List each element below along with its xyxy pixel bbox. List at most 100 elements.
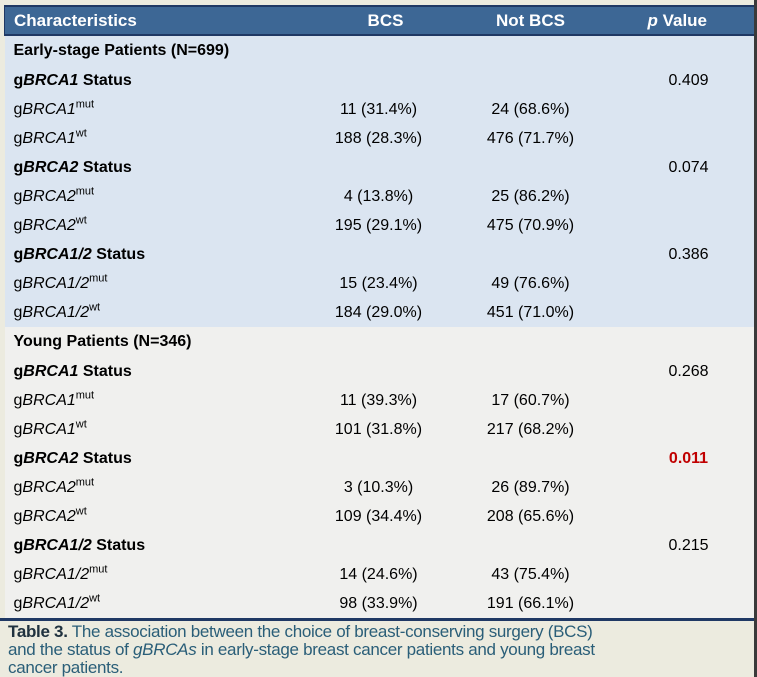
text-segment: Status — [91, 245, 146, 263]
text-segment: p — [647, 10, 658, 30]
not-bcs-cell: 43 (75.4%) — [460, 560, 601, 589]
text-segment: wt — [75, 505, 87, 518]
bcs-cell: 109 (34.4%) — [310, 502, 461, 531]
characteristic-cell: gBRCA2wt — [4, 502, 311, 531]
text-segment: cancer patients. — [8, 658, 124, 677]
text-segment: gBRCAs — [133, 640, 197, 659]
bcs-cell: 11 (31.4%) — [310, 95, 461, 124]
not-bcs-cell: 475 (70.9%) — [460, 211, 601, 240]
text-segment: BRCA2 — [22, 507, 76, 525]
text-segment: g — [13, 536, 24, 554]
text-segment: g — [13, 420, 23, 438]
data-row: gBRCA2mut 4 (13.8%) 25 (86.2%) — [4, 182, 755, 211]
p-value-cell — [600, 211, 755, 240]
data-row: gBRCA1wt 101 (31.8%) 217 (68.2%) — [4, 415, 755, 444]
text-segment: g — [13, 274, 23, 292]
text-segment: BRCA1/2 — [22, 274, 90, 292]
data-row: gBRCA1mut 11 (31.4%) 24 (68.6%) — [4, 95, 755, 124]
text-segment: The association between the choice of br… — [67, 622, 593, 641]
text-segment: BRCA1/2 — [22, 565, 90, 583]
text-segment: in early-stage breast cancer patients an… — [196, 640, 595, 659]
group-row: gBRCA1 Status 0.409 — [4, 66, 755, 95]
text-segment: g — [13, 129, 23, 147]
text-segment: BRCA2 — [23, 449, 79, 467]
not-bcs-cell — [460, 444, 601, 473]
text-segment: mut — [75, 185, 95, 198]
table-body: Early-stage Patients (N=699) gBRCA1 Statu… — [4, 35, 755, 618]
characteristic-cell: gBRCA1wt — [4, 415, 311, 444]
group-row: gBRCA1 Status 0.268 — [4, 357, 755, 386]
text-segment: Status — [91, 536, 146, 554]
characteristic-cell: gBRCA1/2 Status — [4, 240, 311, 269]
bcs-cell — [310, 357, 461, 386]
bcs-cell: 3 (10.3%) — [310, 473, 461, 502]
p-value-cell: 0.074 — [600, 153, 755, 182]
text-segment: g — [13, 187, 23, 205]
bcs-cell: 11 (39.3%) — [310, 386, 461, 415]
text-segment: g — [13, 245, 24, 263]
not-bcs-cell — [460, 66, 601, 95]
bcs-cell: 15 (23.4%) — [310, 269, 461, 298]
text-segment: mut — [75, 98, 95, 111]
text-segment: g — [13, 71, 24, 89]
text-segment: mut — [75, 389, 95, 402]
text-segment: BRCA1/2 — [23, 536, 92, 554]
group-row: gBRCA1/2 Status 0.215 — [4, 531, 755, 560]
not-bcs-cell: 191 (66.1%) — [460, 589, 601, 618]
data-row: gBRCA1/2mut 15 (23.4%) 49 (76.6%) — [4, 269, 755, 298]
text-segment: BRCA2 — [23, 158, 79, 176]
table-header-row: Characteristics BCS Not BCS p Value — [4, 5, 755, 36]
right-border — [754, 0, 757, 677]
data-row: gBRCA1/2wt 98 (33.9%) 191 (66.1%) — [4, 589, 755, 618]
text-segment: Characteristics — [14, 10, 137, 30]
text-segment: g — [13, 565, 23, 583]
p-value-cell — [600, 473, 755, 502]
text-segment: g — [13, 303, 23, 321]
not-bcs-cell — [460, 531, 601, 560]
text-segment: g — [13, 216, 23, 234]
p-value-cell: 0.409 — [600, 66, 755, 95]
data-row: gBRCA1/2mut 14 (24.6%) 43 (75.4%) — [4, 560, 755, 589]
not-bcs-cell: 208 (65.6%) — [460, 502, 601, 531]
text-segment: wt — [89, 301, 101, 314]
text-segment: BRCA1 — [22, 100, 76, 118]
text-segment: BRCA2 — [22, 216, 76, 234]
data-row: gBRCA1/2wt 184 (29.0%) 451 (71.0%) — [4, 298, 755, 327]
text-segment: BRCA1 — [22, 391, 76, 409]
text-segment: mut — [75, 476, 95, 489]
bcs-cell — [310, 531, 461, 560]
p-value-cell — [600, 298, 755, 327]
bcs-cell: 14 (24.6%) — [310, 560, 461, 589]
p-value-cell — [600, 560, 755, 589]
section-title-cell: Young Patients (N=346) — [4, 327, 755, 357]
characteristic-cell: gBRCA2 Status — [4, 153, 311, 182]
column-header-bcs: BCS — [310, 5, 461, 36]
text-segment: BRCA1 — [22, 420, 76, 438]
p-value-cell — [600, 95, 755, 124]
characteristic-cell: gBRCA1wt — [4, 124, 311, 153]
text-segment: g — [13, 507, 23, 525]
p-value-cell — [600, 589, 755, 618]
p-value-cell: 0.268 — [600, 357, 755, 386]
text-segment: BRCA2 — [22, 478, 76, 496]
text-segment: wt — [75, 214, 87, 227]
text-segment: wt — [89, 592, 101, 605]
text-segment: and the status of — [8, 640, 134, 659]
text-segment: g — [13, 478, 23, 496]
text-segment: g — [13, 100, 23, 118]
text-segment: mut — [89, 272, 108, 285]
data-row: gBRCA2wt 109 (34.4%) 208 (65.6%) — [4, 502, 755, 531]
text-segment: g — [13, 362, 24, 380]
bcs-cell — [310, 444, 461, 473]
not-bcs-cell: 26 (89.7%) — [460, 473, 601, 502]
results-table: Characteristics BCS Not BCS p Value Early-s… — [4, 5, 755, 618]
p-value-cell — [600, 269, 755, 298]
not-bcs-cell: 476 (71.7%) — [460, 124, 601, 153]
group-row: gBRCA2 Status 0.011 — [4, 444, 755, 473]
bcs-cell — [310, 240, 461, 269]
text-segment: BRCA2 — [22, 187, 76, 205]
not-bcs-cell: 24 (68.6%) — [460, 95, 601, 124]
characteristic-cell: gBRCA2mut — [4, 182, 311, 211]
bcs-cell: 188 (28.3%) — [310, 124, 461, 153]
text-segment: g — [13, 594, 23, 612]
